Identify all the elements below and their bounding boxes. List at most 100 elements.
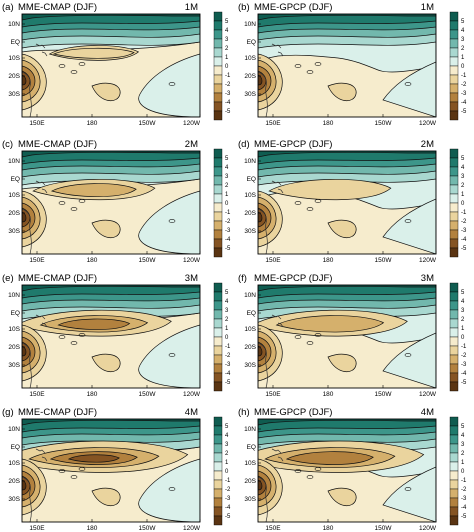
colorbar-swatch <box>449 238 459 249</box>
map-frame <box>257 13 437 118</box>
y-tick-label: 10S <box>244 326 256 333</box>
negative-anomaly <box>327 353 357 372</box>
colorbar-swatch <box>449 101 459 112</box>
panel-title: MME-CMAP (DJF) <box>18 2 97 13</box>
colorbar: 5 4 3 2 1 0 -1 -2 -3 -4 -5 <box>213 282 231 392</box>
colorbar: 5 4 3 2 1 0 -1 -2 -3 -4 -5 <box>213 11 231 121</box>
y-tick-label: EQ <box>11 176 20 183</box>
colorbar-label: 1 <box>461 192 465 198</box>
positive-region <box>382 61 436 117</box>
contour-loop <box>78 199 86 203</box>
colorbar-label: 3 <box>225 442 229 448</box>
colorbar-label: -2 <box>225 219 231 225</box>
y-tick-label: 20S <box>8 210 20 217</box>
coastline <box>22 342 32 388</box>
x-tick-label: 150E <box>265 120 281 127</box>
map-area <box>258 151 436 254</box>
colorbar-label: 2 <box>225 451 229 457</box>
colorbar-swatch <box>449 470 459 481</box>
colorbar-swatch <box>449 291 459 302</box>
map-frame <box>257 150 437 255</box>
panel-tag: (f) <box>238 273 247 284</box>
positive-region <box>382 198 436 254</box>
coastline <box>35 448 46 454</box>
x-tick-label: 120W <box>419 391 437 398</box>
colorbar-label: -5 <box>461 109 467 115</box>
colorbar-swatch <box>449 318 459 329</box>
coastline <box>22 476 32 522</box>
map-frame <box>257 284 437 389</box>
coastline <box>271 314 282 320</box>
colorbar-label: 4 <box>225 28 229 34</box>
coastline <box>258 476 268 522</box>
map-area <box>22 419 200 522</box>
contour-loop <box>294 335 302 339</box>
x-tick-label: 120W <box>419 257 437 264</box>
colorbar-label: -4 <box>225 371 231 377</box>
x-tick-label: 150E <box>265 391 281 398</box>
colorbar-swatch <box>449 247 459 258</box>
contour-loop <box>404 82 412 86</box>
y-tick-label: 20S <box>244 478 256 485</box>
colorbar-label: -4 <box>461 237 467 243</box>
panel-title: MME-GPCP (DJF) <box>254 407 332 418</box>
colorbar-swatch <box>449 47 459 58</box>
colorbar-swatch <box>449 38 459 49</box>
coastline <box>277 456 284 462</box>
panel-c: (c) MME-CMAP (DJF) 2M 10N EQ 10S 20S 30S 150E… <box>2 139 231 264</box>
y-tick-label: 10N <box>8 21 20 28</box>
contour-loop <box>404 353 412 357</box>
colorbar-swatch <box>213 56 223 67</box>
colorbar-swatch <box>213 470 223 481</box>
colorbar-swatch <box>449 20 459 31</box>
colorbar-label: -3 <box>225 362 231 368</box>
colorbar-swatch <box>449 381 459 392</box>
colorbar-swatch <box>213 157 223 168</box>
x-tick-label: 180 <box>323 391 334 398</box>
x-tick-label: 180 <box>323 525 334 532</box>
positive-region <box>138 324 200 388</box>
y-tick-label: 20S <box>8 73 20 80</box>
colorbar-label: -5 <box>461 514 467 520</box>
coastline <box>41 188 48 194</box>
x-tick-label: 150E <box>265 525 281 532</box>
colorbar-swatch <box>449 175 459 186</box>
panel-tag: (e) <box>2 273 14 284</box>
contour-loop <box>78 467 86 471</box>
y-tick-label: 10N <box>244 21 256 28</box>
itcz-band <box>258 285 436 292</box>
panel-tag: (g) <box>2 407 14 418</box>
y-tick-label: 10S <box>244 460 256 467</box>
colorbar-swatch <box>449 434 459 445</box>
y-tick-label: 10S <box>244 192 256 199</box>
contour-loop <box>314 333 322 337</box>
y-tick-label: 10N <box>244 426 256 433</box>
contour-loop <box>78 62 86 66</box>
colorbar-swatch <box>213 372 223 383</box>
y-tick-label: 10S <box>8 326 20 333</box>
negative-anomaly <box>91 353 121 372</box>
colorbar-label: -5 <box>225 109 231 115</box>
itcz-band <box>258 419 436 426</box>
colorbar: 5 4 3 2 1 0 -1 -2 -3 -4 -5 <box>213 416 231 526</box>
map-area <box>258 14 436 117</box>
panel-tag: (a) <box>2 2 14 13</box>
y-tick-label: 30S <box>8 228 20 235</box>
colorbar-swatch <box>449 229 459 240</box>
x-tick-label: 120W <box>419 525 437 532</box>
coastline <box>41 51 48 57</box>
panel-e: (e) MME-CMAP (DJF) 3M 10N EQ 10S 20S 30S 150E… <box>2 273 231 398</box>
contour-loop <box>306 475 314 479</box>
colorbar-swatch <box>449 336 459 347</box>
negative-anomaly <box>52 47 135 59</box>
colorbar-label: -4 <box>461 100 467 106</box>
colorbar-swatch <box>449 148 459 159</box>
panel-tag: (b) <box>238 2 250 13</box>
coastline <box>271 43 282 49</box>
colorbar-label: -2 <box>225 82 231 88</box>
lead-label: 3M <box>421 273 434 284</box>
negative-anomaly <box>91 82 121 101</box>
negative-anomaly <box>285 451 374 465</box>
colorbar-label: -1 <box>225 344 231 350</box>
colorbar-label: -4 <box>225 100 231 106</box>
